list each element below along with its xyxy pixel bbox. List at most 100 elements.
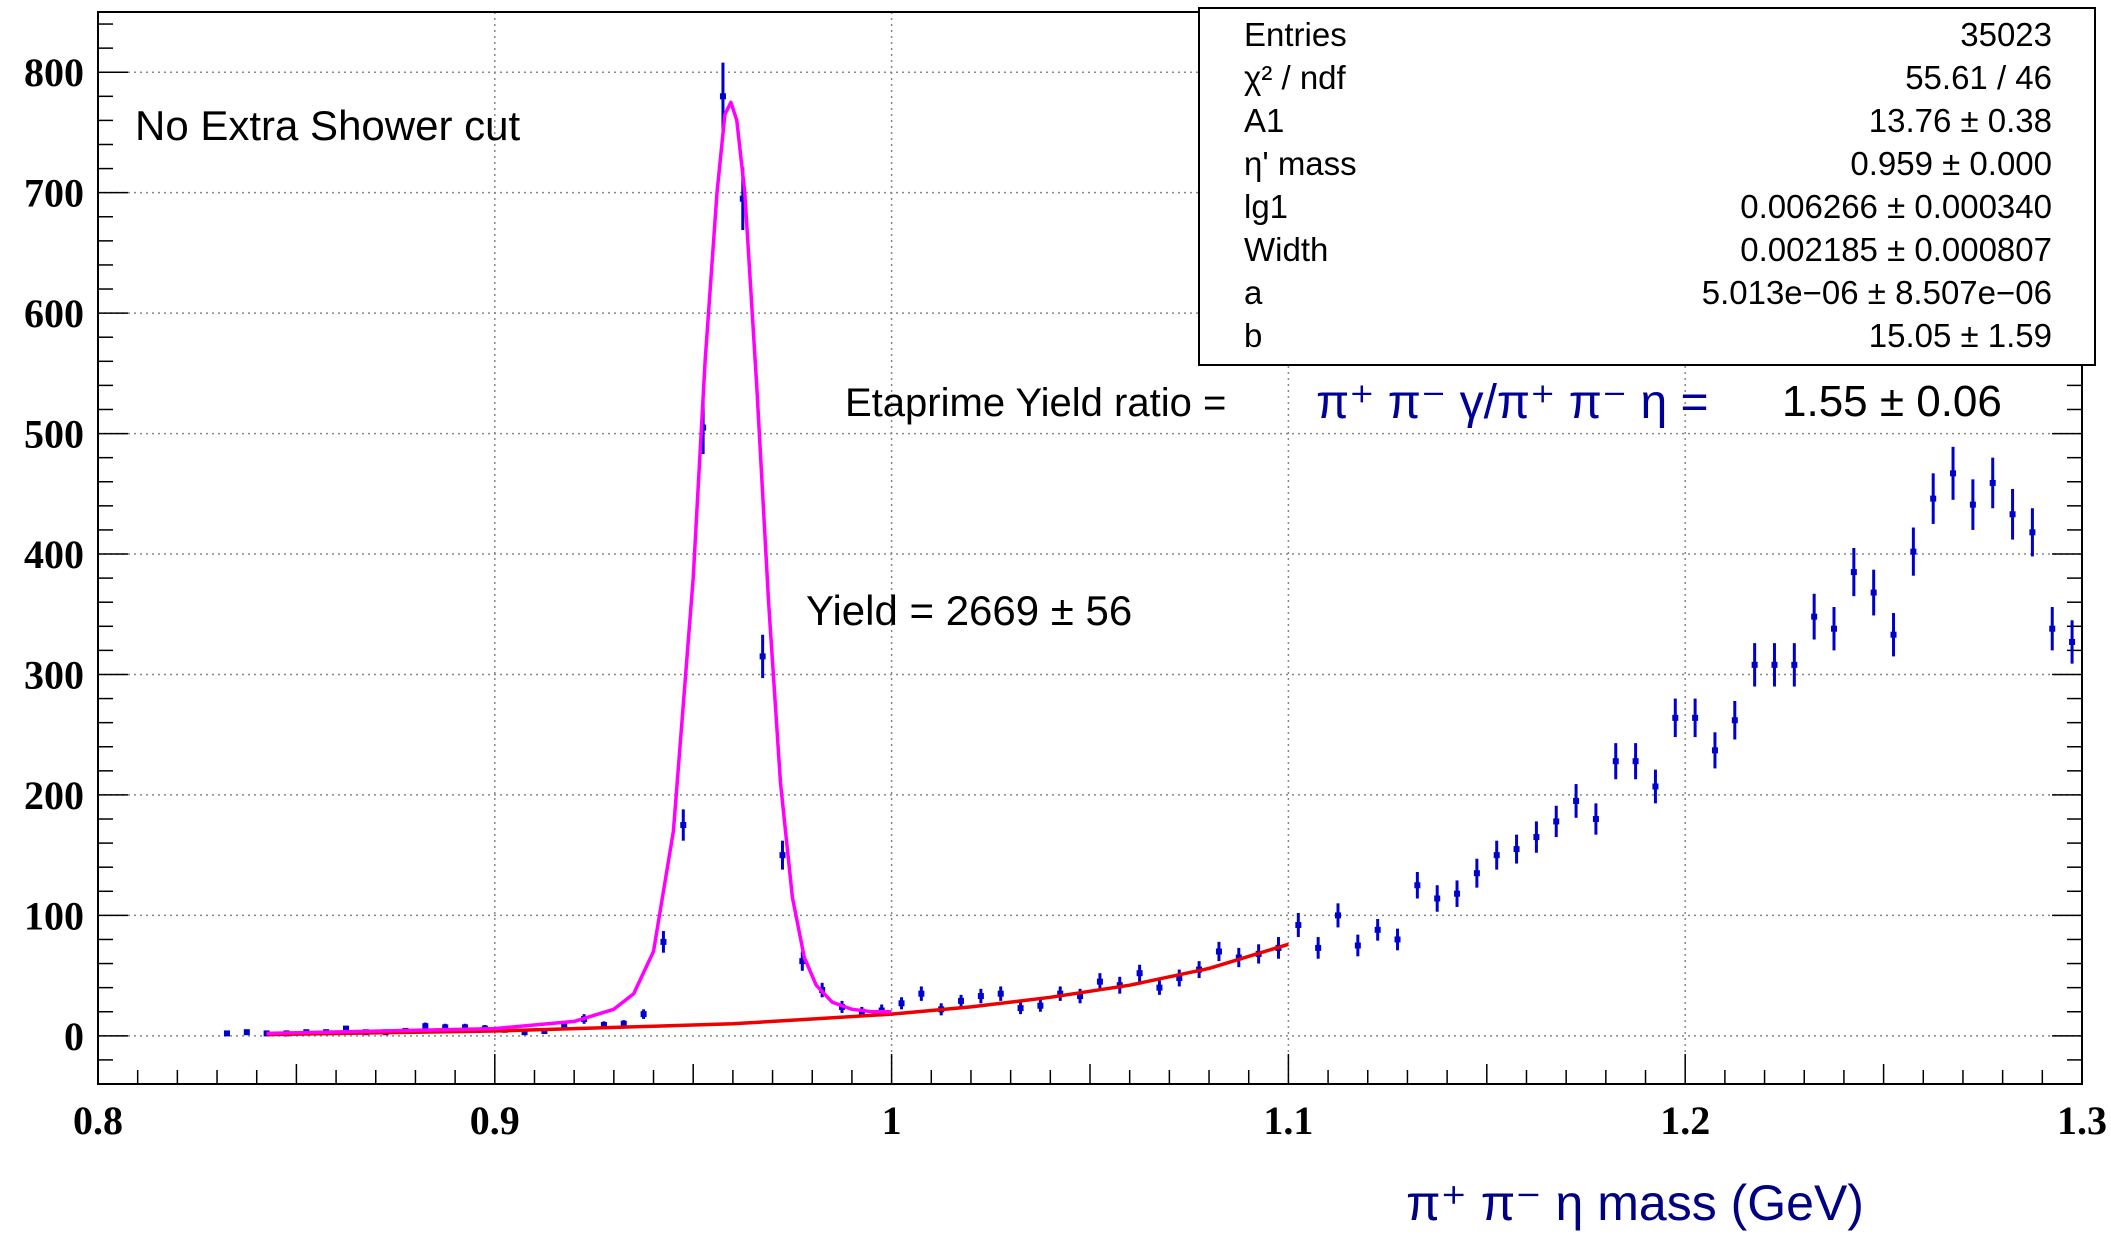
y-tick-label: 200 — [24, 773, 84, 818]
point-marker — [1474, 870, 1480, 876]
stats-box: Entries 35023 χ² / ndf 55.61 / 46 A1 13.76 ± … — [1199, 8, 2095, 365]
stats-value: 0.002185 ± 0.000807 — [1740, 231, 2052, 268]
point-marker — [1414, 882, 1420, 888]
point-marker — [1752, 662, 1758, 668]
point-marker — [1811, 614, 1817, 620]
y-tick-label: 800 — [24, 50, 84, 95]
x-axis-title: π⁺ π⁻ η mass (GeV) — [1406, 1175, 1864, 1231]
x-tick-label: 1.3 — [2057, 1098, 2107, 1143]
point-marker — [1851, 569, 1857, 575]
ratio-formula: π⁺ π⁻ γ/π⁺ π⁻ η = — [1316, 376, 1709, 429]
x-tick-label: 0.9 — [470, 1098, 520, 1143]
point-marker — [779, 852, 785, 858]
point-marker — [1732, 717, 1738, 723]
stats-label: Entries — [1244, 16, 1347, 53]
point-marker — [918, 991, 924, 997]
stats-value: 15.05 ± 1.59 — [1869, 317, 2052, 354]
stats-value: 55.61 / 46 — [1905, 59, 2052, 96]
point-marker — [1295, 922, 1301, 928]
point-marker — [1712, 747, 1718, 753]
stats-label: a — [1244, 274, 1263, 311]
y-tick-label: 0 — [64, 1014, 84, 1059]
point-marker — [2069, 639, 2075, 645]
point-marker — [1613, 758, 1619, 764]
stats-label: Width — [1244, 231, 1328, 268]
point-marker — [1395, 936, 1401, 942]
stats-value: 35023 — [1960, 16, 2052, 53]
x-tick-label: 1.1 — [1263, 1098, 1313, 1143]
point-marker — [1553, 818, 1559, 824]
point-marker — [660, 939, 666, 945]
point-marker — [1037, 1003, 1043, 1009]
point-marker — [1791, 662, 1797, 668]
point-marker — [1771, 662, 1777, 668]
yield-text: Yield = 2669 ± 56 — [806, 587, 1132, 634]
point-marker — [1831, 626, 1837, 632]
point-marker — [1633, 758, 1639, 764]
point-marker — [1930, 496, 1936, 502]
point-marker — [1494, 852, 1500, 858]
cut-label: No Extra Shower cut — [135, 102, 520, 149]
point-marker — [1652, 783, 1658, 789]
stats-label: η' mass — [1244, 145, 1357, 182]
x-tick-label: 0.8 — [73, 1098, 123, 1143]
point-marker — [1672, 715, 1678, 721]
stats-value: 13.76 ± 0.38 — [1869, 102, 2052, 139]
x-tick-label: 1 — [882, 1098, 902, 1143]
y-tick-label: 700 — [24, 171, 84, 216]
ratio-prefix: Etaprime Yield ratio = — [845, 381, 1226, 425]
point-marker — [1990, 480, 1996, 486]
stats-value: 0.959 ± 0.000 — [1850, 145, 2052, 182]
y-tick-label: 100 — [24, 893, 84, 938]
point-marker — [1454, 891, 1460, 897]
y-tick-label: 400 — [24, 532, 84, 577]
point-marker — [680, 822, 686, 828]
point-marker — [1018, 1005, 1024, 1011]
point-marker — [224, 1030, 230, 1036]
point-marker — [1950, 470, 1956, 476]
point-marker — [244, 1029, 250, 1035]
ratio-value: 1.55 ± 0.06 — [1782, 377, 2002, 426]
point-marker — [1871, 590, 1877, 596]
y-tick-labels: 0 100 200 300 400 500 600 700 800 — [24, 50, 84, 1059]
point-marker — [958, 998, 964, 1004]
point-marker — [720, 93, 726, 99]
point-marker — [1335, 912, 1341, 918]
point-marker — [1573, 798, 1579, 804]
x-tick-label: 1.2 — [1660, 1098, 1710, 1143]
stats-label: A1 — [1244, 102, 1284, 139]
point-marker — [641, 1011, 647, 1017]
y-tick-label: 500 — [24, 412, 84, 457]
stats-label: lg1 — [1244, 188, 1288, 225]
data-point — [244, 1029, 250, 1035]
stats-label: b — [1244, 317, 1262, 354]
point-marker — [2010, 511, 2016, 517]
point-marker — [1910, 549, 1916, 555]
point-marker — [1692, 715, 1698, 721]
point-marker — [1970, 502, 1976, 508]
data-point — [224, 1030, 230, 1036]
point-marker — [1434, 896, 1440, 902]
point-marker — [899, 1000, 905, 1006]
point-marker — [1156, 985, 1162, 991]
point-marker — [1315, 945, 1321, 951]
point-marker — [1533, 834, 1539, 840]
point-marker — [1137, 970, 1143, 976]
point-marker — [1097, 979, 1103, 985]
point-marker — [1514, 846, 1520, 852]
stats-value: 5.013e−06 ± 8.507e−06 — [1702, 274, 2052, 311]
point-marker — [2029, 529, 2035, 535]
stats-value: 0.006266 ± 0.000340 — [1740, 188, 2052, 225]
point-marker — [760, 653, 766, 659]
point-marker — [998, 991, 1004, 997]
stats-label: χ² / ndf — [1244, 59, 1347, 96]
y-tick-label: 300 — [24, 652, 84, 697]
point-marker — [1891, 632, 1897, 638]
point-marker — [1375, 927, 1381, 933]
y-tick-label: 600 — [24, 291, 84, 336]
point-marker — [978, 993, 984, 999]
point-marker — [1216, 949, 1222, 955]
point-marker — [1355, 942, 1361, 948]
point-marker — [1593, 816, 1599, 822]
